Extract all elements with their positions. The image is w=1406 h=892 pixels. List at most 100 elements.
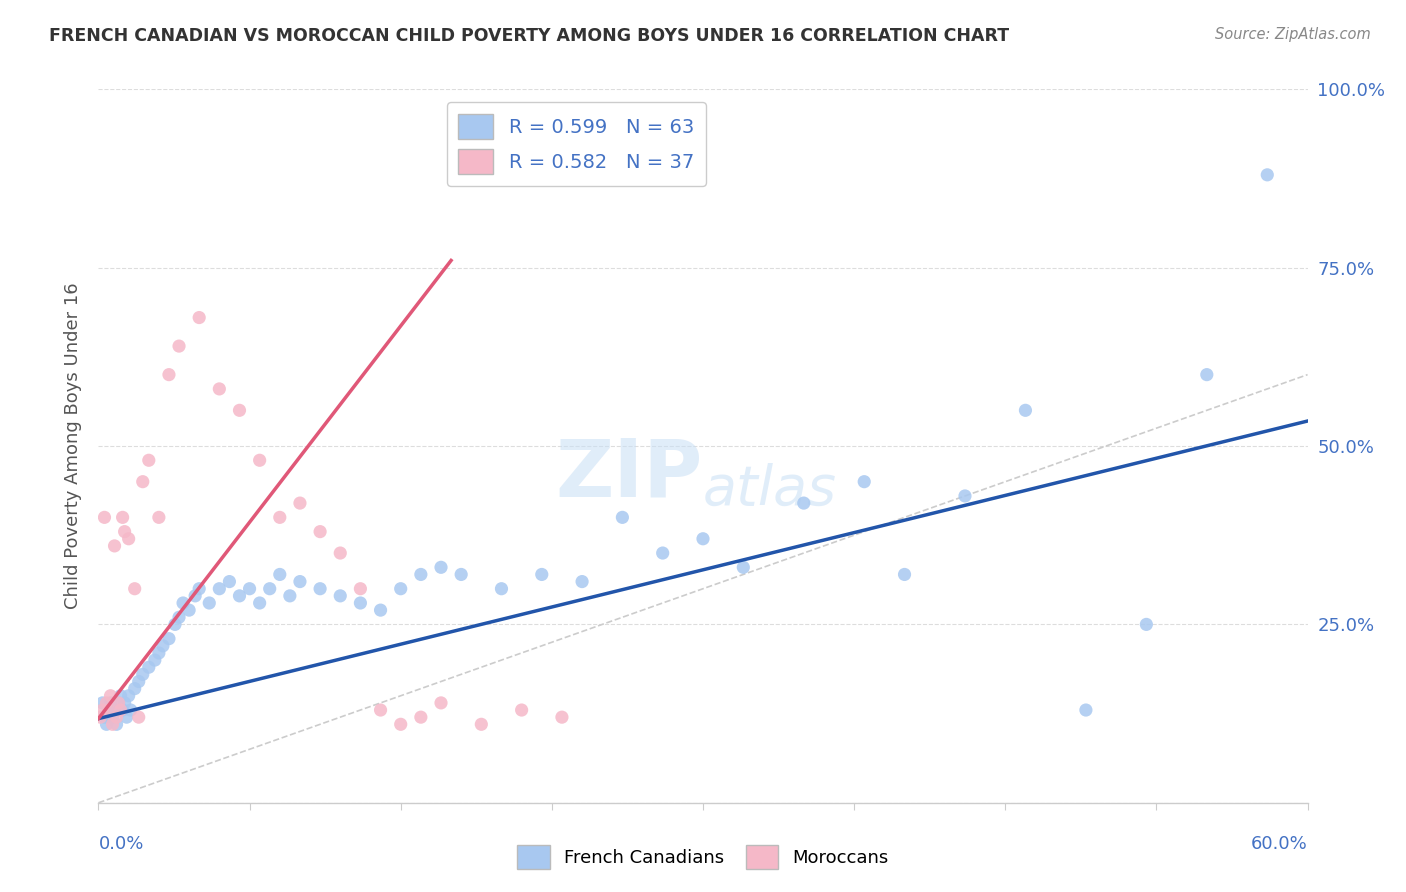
Point	[218, 574, 240, 589]
Point	[107, 696, 129, 710]
Point	[409, 567, 432, 582]
Point	[329, 589, 352, 603]
Point	[118, 532, 141, 546]
Point	[249, 596, 271, 610]
Y-axis label: Child Poverty Among Boys Under 16: Child Poverty Among Boys Under 16	[63, 283, 82, 609]
Point	[208, 382, 231, 396]
Point	[120, 703, 142, 717]
Point	[370, 603, 392, 617]
Point	[349, 582, 371, 596]
Point	[172, 596, 194, 610]
Text: 60.0%: 60.0%	[1251, 835, 1308, 853]
Point	[114, 524, 136, 539]
Point	[148, 646, 170, 660]
Point	[389, 582, 412, 596]
Point	[733, 560, 755, 574]
Legend: French Canadians, Moroccans: French Canadians, Moroccans	[510, 838, 896, 876]
Point	[309, 524, 332, 539]
Point	[370, 703, 392, 717]
Point	[239, 582, 262, 596]
Point	[103, 703, 125, 717]
Point	[551, 710, 574, 724]
Point	[278, 589, 301, 603]
Point	[110, 689, 132, 703]
Point	[228, 589, 250, 603]
Point	[1074, 703, 1097, 717]
Point	[93, 710, 115, 724]
Text: Source: ZipAtlas.com: Source: ZipAtlas.com	[1215, 27, 1371, 42]
Point	[491, 582, 513, 596]
Point	[97, 703, 120, 717]
Point	[409, 710, 432, 724]
Point	[1135, 617, 1157, 632]
Point	[124, 681, 146, 696]
Point	[692, 532, 714, 546]
Point	[1256, 168, 1278, 182]
Point	[111, 703, 134, 717]
Point	[115, 710, 138, 724]
Point	[184, 589, 207, 603]
Point	[96, 696, 118, 710]
Point	[100, 689, 122, 703]
Point	[96, 717, 118, 731]
Point	[1014, 403, 1036, 417]
Point	[89, 710, 111, 724]
Point	[309, 582, 332, 596]
Point	[571, 574, 593, 589]
Point	[853, 475, 876, 489]
Point	[93, 510, 115, 524]
Point	[430, 696, 453, 710]
Point	[138, 453, 160, 467]
Point	[124, 582, 146, 596]
Point	[228, 403, 250, 417]
Point	[138, 660, 160, 674]
Point	[389, 717, 412, 731]
Point	[167, 339, 190, 353]
Point	[148, 510, 170, 524]
Point	[167, 610, 190, 624]
Point	[208, 582, 231, 596]
Point	[188, 310, 211, 325]
Point	[651, 546, 673, 560]
Point	[249, 453, 271, 467]
Point	[105, 717, 128, 731]
Point	[103, 539, 125, 553]
Point	[1195, 368, 1218, 382]
Point	[91, 703, 114, 717]
Point	[157, 632, 180, 646]
Point	[510, 703, 533, 717]
Point	[114, 696, 136, 710]
Point	[105, 710, 128, 724]
Legend: R = 0.599   N = 63, R = 0.582   N = 37: R = 0.599 N = 63, R = 0.582 N = 37	[447, 103, 706, 186]
Text: 0.0%: 0.0%	[98, 835, 143, 853]
Point	[612, 510, 634, 524]
Point	[179, 603, 201, 617]
Point	[269, 567, 291, 582]
Point	[128, 674, 150, 689]
Point	[329, 546, 352, 560]
Point	[430, 560, 453, 574]
Point	[101, 710, 124, 724]
Point	[288, 496, 311, 510]
Point	[100, 696, 122, 710]
Point	[349, 596, 371, 610]
Point	[793, 496, 815, 510]
Point	[259, 582, 281, 596]
Point	[110, 703, 132, 717]
Point	[450, 567, 472, 582]
Point	[163, 617, 186, 632]
Text: atlas: atlas	[703, 462, 837, 516]
Point	[288, 574, 311, 589]
Point	[152, 639, 174, 653]
Point	[470, 717, 492, 731]
Point	[157, 368, 180, 382]
Text: ZIP: ZIP	[555, 435, 703, 514]
Point	[118, 689, 141, 703]
Point	[97, 703, 120, 717]
Point	[132, 475, 155, 489]
Point	[128, 710, 150, 724]
Point	[107, 696, 129, 710]
Point	[893, 567, 915, 582]
Point	[530, 567, 553, 582]
Point	[101, 717, 124, 731]
